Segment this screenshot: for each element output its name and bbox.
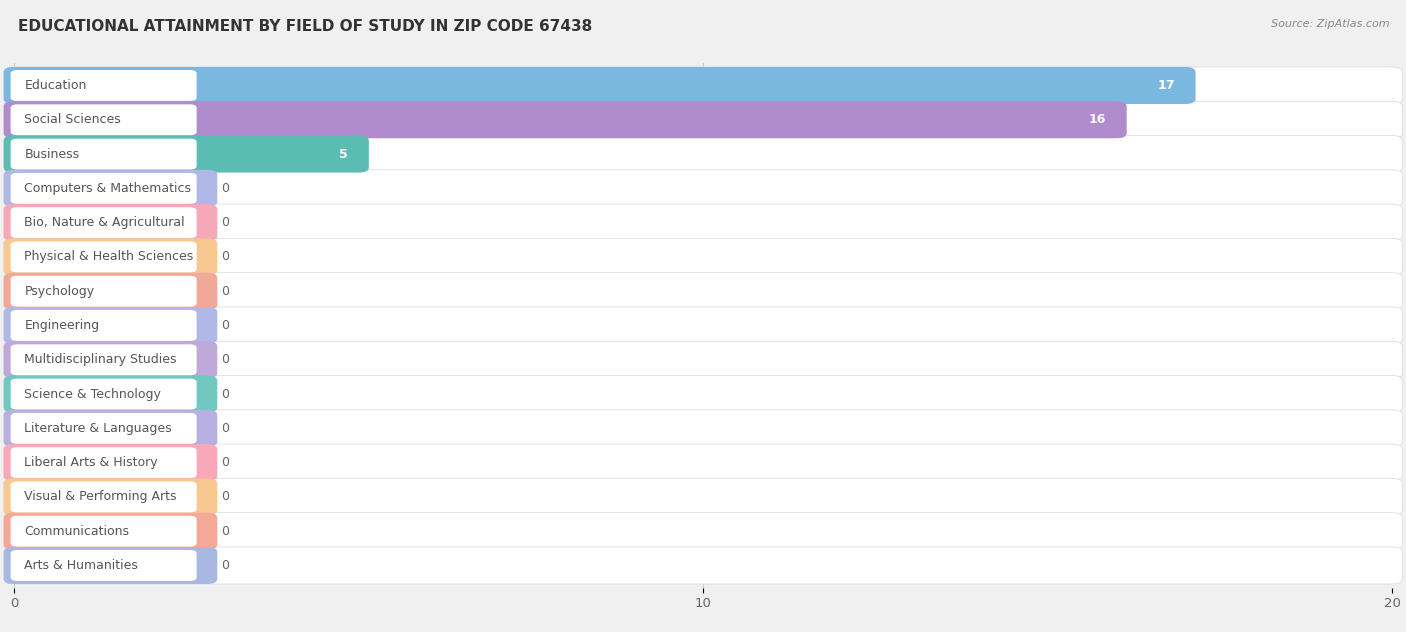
- Text: 0: 0: [221, 456, 229, 469]
- Text: 0: 0: [221, 182, 229, 195]
- FancyBboxPatch shape: [11, 310, 197, 341]
- Text: Multidisciplinary Studies: Multidisciplinary Studies: [24, 353, 177, 367]
- FancyBboxPatch shape: [11, 516, 197, 547]
- Text: Literature & Languages: Literature & Languages: [24, 422, 172, 435]
- FancyBboxPatch shape: [4, 238, 218, 276]
- Text: 0: 0: [221, 250, 229, 264]
- Text: Arts & Humanities: Arts & Humanities: [24, 559, 138, 572]
- Text: 17: 17: [1157, 79, 1175, 92]
- FancyBboxPatch shape: [11, 344, 197, 375]
- Text: EDUCATIONAL ATTAINMENT BY FIELD OF STUDY IN ZIP CODE 67438: EDUCATIONAL ATTAINMENT BY FIELD OF STUDY…: [18, 19, 592, 34]
- Text: 0: 0: [221, 319, 229, 332]
- Text: Science & Technology: Science & Technology: [24, 387, 162, 401]
- FancyBboxPatch shape: [11, 207, 197, 238]
- Text: Engineering: Engineering: [24, 319, 100, 332]
- FancyBboxPatch shape: [4, 170, 218, 207]
- FancyBboxPatch shape: [4, 478, 218, 516]
- Text: Physical & Health Sciences: Physical & Health Sciences: [24, 250, 194, 264]
- Text: 0: 0: [221, 559, 229, 572]
- Text: 0: 0: [221, 422, 229, 435]
- FancyBboxPatch shape: [4, 135, 1402, 173]
- FancyBboxPatch shape: [11, 447, 197, 478]
- FancyBboxPatch shape: [4, 307, 1402, 344]
- Text: Bio, Nature & Agricultural: Bio, Nature & Agricultural: [24, 216, 186, 229]
- FancyBboxPatch shape: [4, 341, 1402, 379]
- FancyBboxPatch shape: [4, 341, 218, 379]
- Text: Psychology: Psychology: [24, 284, 94, 298]
- FancyBboxPatch shape: [11, 138, 197, 169]
- FancyBboxPatch shape: [4, 513, 1402, 550]
- Text: Liberal Arts & History: Liberal Arts & History: [24, 456, 157, 469]
- FancyBboxPatch shape: [11, 379, 197, 410]
- FancyBboxPatch shape: [4, 513, 218, 550]
- FancyBboxPatch shape: [11, 413, 197, 444]
- Text: Communications: Communications: [24, 525, 129, 538]
- FancyBboxPatch shape: [11, 482, 197, 513]
- FancyBboxPatch shape: [4, 547, 218, 584]
- FancyBboxPatch shape: [4, 272, 218, 310]
- FancyBboxPatch shape: [4, 307, 218, 344]
- FancyBboxPatch shape: [4, 375, 1402, 413]
- FancyBboxPatch shape: [11, 173, 197, 204]
- FancyBboxPatch shape: [4, 272, 1402, 310]
- FancyBboxPatch shape: [11, 241, 197, 272]
- FancyBboxPatch shape: [4, 478, 1402, 516]
- FancyBboxPatch shape: [11, 104, 197, 135]
- Text: 0: 0: [221, 387, 229, 401]
- FancyBboxPatch shape: [4, 67, 1402, 104]
- FancyBboxPatch shape: [11, 70, 197, 101]
- FancyBboxPatch shape: [4, 410, 218, 447]
- FancyBboxPatch shape: [4, 204, 218, 241]
- FancyBboxPatch shape: [4, 67, 1195, 104]
- FancyBboxPatch shape: [11, 550, 197, 581]
- Text: Education: Education: [24, 79, 87, 92]
- FancyBboxPatch shape: [11, 276, 197, 307]
- FancyBboxPatch shape: [4, 204, 1402, 241]
- Text: 0: 0: [221, 284, 229, 298]
- FancyBboxPatch shape: [4, 101, 1402, 138]
- Text: 0: 0: [221, 353, 229, 367]
- FancyBboxPatch shape: [4, 101, 1126, 138]
- FancyBboxPatch shape: [4, 170, 1402, 207]
- Text: Business: Business: [24, 147, 80, 161]
- Text: 0: 0: [221, 490, 229, 504]
- Text: 0: 0: [221, 216, 229, 229]
- Text: Computers & Mathematics: Computers & Mathematics: [24, 182, 191, 195]
- Text: 5: 5: [339, 147, 349, 161]
- Text: Social Sciences: Social Sciences: [24, 113, 121, 126]
- FancyBboxPatch shape: [4, 410, 1402, 447]
- Text: 0: 0: [221, 525, 229, 538]
- FancyBboxPatch shape: [4, 444, 1402, 481]
- Text: Visual & Performing Arts: Visual & Performing Arts: [24, 490, 177, 504]
- FancyBboxPatch shape: [4, 547, 1402, 584]
- FancyBboxPatch shape: [4, 375, 218, 413]
- FancyBboxPatch shape: [4, 135, 368, 173]
- FancyBboxPatch shape: [4, 444, 218, 481]
- Text: Source: ZipAtlas.com: Source: ZipAtlas.com: [1271, 19, 1389, 29]
- FancyBboxPatch shape: [4, 238, 1402, 276]
- Text: 16: 16: [1088, 113, 1107, 126]
